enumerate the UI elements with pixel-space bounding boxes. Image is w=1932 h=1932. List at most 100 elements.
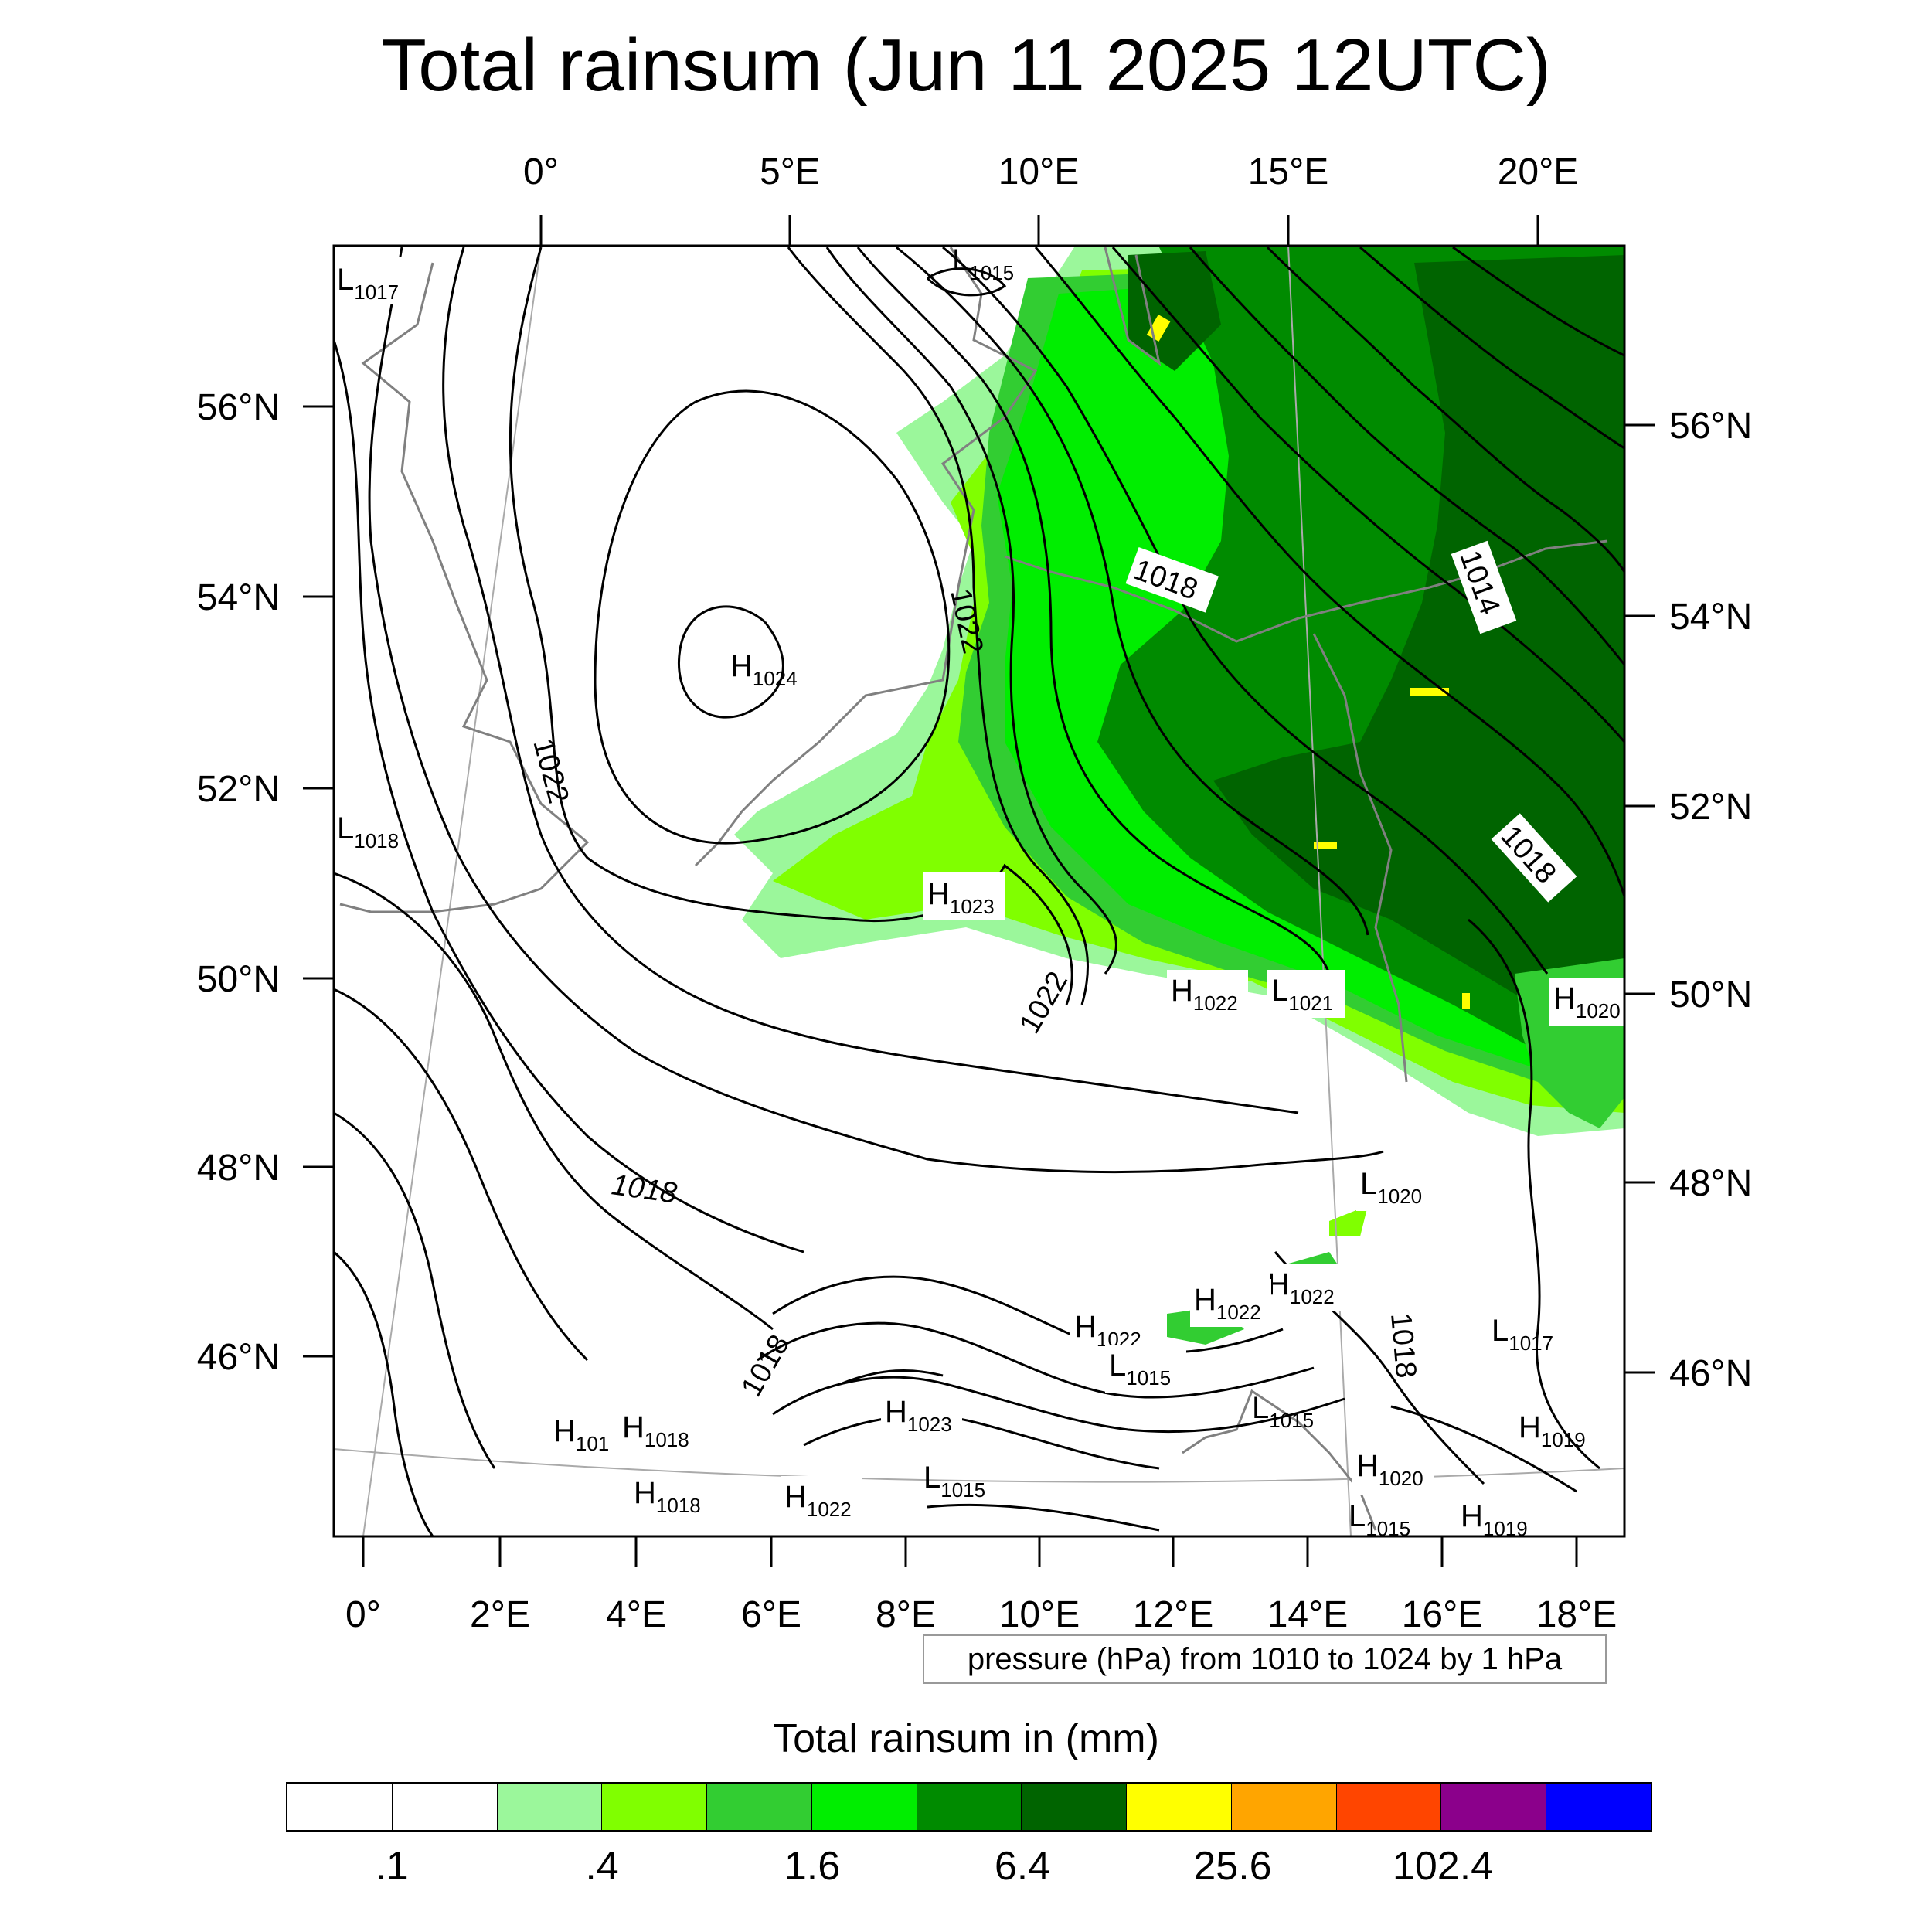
rain-peak-3 [1314,842,1337,849]
isobar-1012 [1452,246,1624,357]
tick-label: 16°E [1402,1594,1483,1635]
isobar-1020 [856,247,1331,975]
isobar-1022-b [787,247,1089,1005]
pressure-center: H1022 [1190,1279,1271,1327]
pressure-center: L1015 [1349,1499,1410,1540]
tick-label: 10°E [999,1594,1080,1635]
colorbar-tick-label: .1 [375,1844,409,1889]
tick-label: 5°E [760,151,820,192]
colorbar-swatch [917,1784,1022,1830]
tick-label: 2°E [470,1594,530,1635]
svg-text:H1022: H1022 [784,1480,852,1521]
contour-info-label: pressure (hPa) from 1010 to 1024 by 1 hP… [923,1634,1607,1684]
tick-label: 8°E [876,1594,936,1635]
bottom-axis-labels: 0° 2°E 4°E 6°E 8°E 10°E 12°E 14°E 16°E 1… [345,1594,1617,1635]
coast-uk [339,262,590,913]
pressure-center: L1015 [1252,1391,1314,1432]
svg-text:H1022: H1022 [1194,1283,1261,1324]
isobar-south-1 [927,1503,1160,1532]
svg-text:H1018: H1018 [622,1410,689,1451]
isobar-low-1015 [926,267,1007,297]
rain-area-alps-3 [1329,1206,1368,1236]
colorbar-swatch [392,1784,498,1830]
svg-text:H101: H101 [553,1414,609,1455]
svg-text:L1015: L1015 [1252,1391,1314,1432]
colorbar-title: Total rainsum in (mm) [773,1716,1159,1761]
svg-text:L1015: L1015 [1109,1349,1171,1389]
pressure-center: L1015 [923,1461,985,1502]
chart-title: Total rainsum (Jun 11 2025 12UTC) [381,24,1551,107]
svg-text:L1015: L1015 [1349,1499,1410,1540]
border-east [1312,633,1408,1083]
colorbar-tick-label: 25.6 [1193,1844,1272,1889]
colorbar-tick-label: 102.4 [1392,1844,1494,1889]
axis-ticks [303,215,1655,1567]
tick-label: 48°N [1669,1163,1752,1204]
colorbar-swatch [811,1784,917,1830]
isobar-west-1013 [334,1250,434,1536]
tick-label: 14°E [1267,1594,1349,1635]
svg-text:L1017: L1017 [1492,1314,1553,1355]
pressure-center: H1024 [730,649,798,690]
isobar-alps-1 [772,1275,1284,1354]
pressure-center: H1022 [1264,1264,1345,1311]
tick-label: 12°E [1133,1594,1214,1635]
isobars [334,246,1624,1536]
colorbar-swatch [1231,1784,1337,1830]
tick-label: 6°E [741,1594,801,1635]
tick-label: 50°N [1669,975,1752,1015]
isobar-1021 [825,247,1117,975]
svg-text:H1020: H1020 [1553,981,1621,1022]
isobar-1019 [896,246,1369,936]
pressure-center: L1018 [337,811,399,852]
pressure-center: H101 [550,1409,616,1457]
pressure-center: H1022 [1167,970,1248,1018]
tick-label: 15°E [1248,151,1329,192]
isobar-south-2 [1390,1405,1577,1493]
isobar-1018-a [942,246,1549,975]
isobar-label: 1018 [1384,1311,1422,1379]
map-frame [332,244,1626,1538]
isobar-label-box: 1018 [1125,546,1219,613]
colorbar-swatch [1441,1784,1547,1830]
svg-text:H1020: H1020 [1356,1449,1423,1490]
svg-text:L1017: L1017 [337,263,399,304]
colorbar-swatch [1546,1784,1651,1830]
svg-text:H1018: H1018 [634,1476,701,1517]
pressure-center: H1023 [923,872,1005,920]
colorbar [286,1782,1652,1832]
tick-label: 18°E [1536,1594,1617,1635]
colorbar-swatch [1127,1784,1232,1830]
pressure-center: L1017 [1492,1314,1553,1355]
isobar-1015 [1189,247,1624,665]
tick-label: 52°N [1669,787,1752,828]
isobar-1016 [1111,247,1624,743]
tick-label: 10°E [998,151,1080,192]
isobar-1013 [1359,246,1624,450]
pressure-center: H1020 [1352,1447,1434,1495]
tick-label: 56°N [197,387,280,428]
colorbar-swatch [1022,1784,1128,1830]
svg-text:H1023: H1023 [927,877,995,918]
tick-label: 46°N [197,1337,280,1378]
left-axis-labels: 56°N 54°N 52°N 50°N 48°N 46°N [197,387,280,1378]
isobar-1023 [594,389,951,845]
svg-text:H1024: H1024 [730,649,798,690]
isobar-alps-5 [842,1369,944,1385]
isobar-1018-b [1468,918,1600,1470]
isobar-west-1015 [334,988,589,1362]
colorbar-tick-label: 6.4 [994,1844,1051,1889]
colorbar-swatch [497,1784,603,1830]
rain-peak-2 [1410,688,1449,696]
coastlines [339,247,1608,1531]
tick-label: 50°N [197,959,280,1000]
isobar-alps-4 [803,1414,1160,1470]
svg-text:H1019: H1019 [1519,1410,1586,1451]
pressure-center: L1020 [1356,1163,1434,1211]
meridian-15e [1287,246,1352,1536]
tick-label: 54°N [1669,597,1752,638]
svg-text:H1022: H1022 [1171,974,1238,1015]
coast-north [1104,247,1162,366]
isobar-1014 [1266,246,1624,573]
pressure-center: H1022 [781,1476,862,1524]
